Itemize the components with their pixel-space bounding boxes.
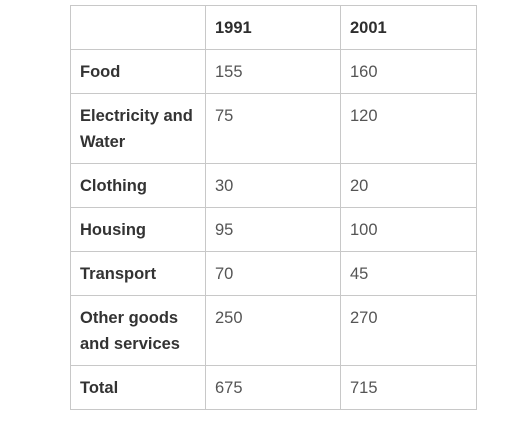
data-table-container: 1991 2001 Food 155 160 Electricity and W… bbox=[70, 5, 477, 410]
row-label: Food bbox=[70, 49, 206, 94]
table-row: Food 155 160 bbox=[70, 49, 477, 94]
table-row-total: Total 675 715 bbox=[70, 365, 477, 410]
cell-value: 715 bbox=[340, 365, 477, 410]
cell-value: 155 bbox=[205, 49, 341, 94]
table-row: Clothing 30 20 bbox=[70, 163, 477, 208]
cell-value: 95 bbox=[205, 207, 341, 252]
data-table: 1991 2001 Food 155 160 Electricity and W… bbox=[70, 5, 477, 410]
header-row: 1991 2001 bbox=[70, 5, 477, 50]
cell-value: 675 bbox=[205, 365, 341, 410]
cell-value: 45 bbox=[340, 251, 477, 296]
cell-value: 70 bbox=[205, 251, 341, 296]
row-label: Other goods and services bbox=[70, 295, 206, 366]
row-label: Housing bbox=[70, 207, 206, 252]
cell-value: 120 bbox=[340, 93, 477, 164]
cell-value: 250 bbox=[205, 295, 341, 366]
header-cell-label bbox=[70, 5, 206, 50]
table-row: Other goods and services 250 270 bbox=[70, 295, 477, 366]
row-label: Electricity and Water bbox=[70, 93, 206, 164]
table-row: Electricity and Water 75 120 bbox=[70, 93, 477, 164]
cell-value: 20 bbox=[340, 163, 477, 208]
cell-value: 270 bbox=[340, 295, 477, 366]
header-cell-2001: 2001 bbox=[340, 5, 477, 50]
row-label: Total bbox=[70, 365, 206, 410]
row-label: Transport bbox=[70, 251, 206, 296]
table-row: Housing 95 100 bbox=[70, 207, 477, 252]
table-row: Transport 70 45 bbox=[70, 251, 477, 296]
row-label: Clothing bbox=[70, 163, 206, 208]
cell-value: 30 bbox=[205, 163, 341, 208]
cell-value: 75 bbox=[205, 93, 341, 164]
header-cell-1991: 1991 bbox=[205, 5, 341, 50]
cell-value: 100 bbox=[340, 207, 477, 252]
cell-value: 160 bbox=[340, 49, 477, 94]
